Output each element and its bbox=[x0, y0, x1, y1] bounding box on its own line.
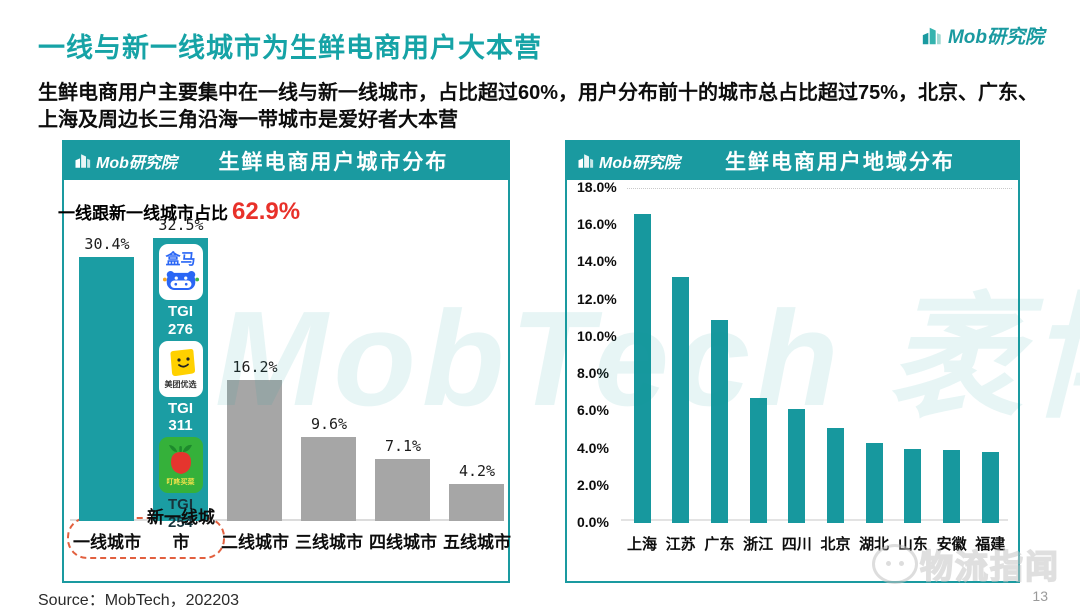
y-tick-label: 10.0% bbox=[577, 327, 617, 344]
x-label-江苏: 江苏 bbox=[665, 536, 696, 553]
x-label-山东: 山东 bbox=[897, 536, 928, 553]
x-axis-line bbox=[70, 519, 502, 521]
hema-tgi-badge: TGI 276 bbox=[167, 303, 194, 338]
x-label-湖北: 湖北 bbox=[859, 536, 890, 553]
page-subtitle: 生鲜电商用户主要集中在一线与新一线城市，占比超过60%，用户分布前十的城市总占比… bbox=[38, 82, 1039, 131]
chart-title-region: 生鲜电商用户地域分布 bbox=[724, 151, 955, 174]
bar-value-label: 7.1% bbox=[384, 437, 422, 456]
bar-value-label: 9.6% bbox=[310, 415, 348, 434]
brand-logo-small: Mob研究院 bbox=[577, 149, 680, 173]
top-apps-stack: 盒马 TGI 276 bbox=[158, 244, 204, 531]
x-label-安徽: 安徽 bbox=[936, 536, 967, 553]
bar-四川 bbox=[788, 409, 806, 523]
meituan-pouch-icon bbox=[169, 348, 195, 376]
tier1-highlight-ring bbox=[67, 517, 225, 559]
bar-value-label: 16.2% bbox=[232, 358, 278, 377]
building-icon bbox=[922, 27, 941, 44]
dingdong-radish-icon bbox=[168, 444, 192, 475]
dingdong-tgi-badge: TGI 254 bbox=[167, 496, 194, 531]
x-label-福建: 福建 bbox=[975, 536, 1006, 553]
panel-city-tier-chart: Mob研究院 生鲜电商用户城市分布 一线跟新一线城市占比 62.9% 30.4% … bbox=[58, 140, 511, 583]
bar-上海 bbox=[633, 214, 651, 523]
x-axis-line bbox=[621, 519, 1008, 521]
building-icon bbox=[75, 154, 91, 168]
hema-hippo-icon bbox=[162, 271, 199, 291]
y-tick-label: 12.0% bbox=[577, 290, 617, 307]
y-tick-label: 2.0% bbox=[577, 476, 609, 493]
brand-logo-top-right: Mob研究院 bbox=[921, 22, 1044, 49]
tier1-share-value: 62.9% bbox=[232, 198, 301, 225]
panel-header: Mob研究院 生鲜电商用户城市分布 bbox=[64, 142, 508, 180]
x-label-new-tier1: 新一线城市 bbox=[147, 508, 215, 552]
chart-title-city-tier: 生鲜电商用户城市分布 bbox=[218, 151, 449, 174]
hema-app-icon: 盒马 bbox=[158, 244, 203, 301]
x-label-tier5: 五线城市 bbox=[443, 533, 511, 552]
tier1-share-annotation: 一线跟新一线城市占比 62.9% bbox=[58, 198, 301, 225]
bar-浙江 bbox=[749, 398, 767, 523]
y-tick-label: 16.0% bbox=[577, 216, 617, 233]
bar-山东 bbox=[904, 448, 922, 523]
top-gridline bbox=[627, 188, 1012, 189]
x-label-上海: 上海 bbox=[626, 536, 657, 553]
y-tick-label: 14.0% bbox=[577, 253, 617, 270]
y-tick-label: 0.0% bbox=[577, 514, 609, 530]
meituan-youxuan-app-icon: 美团优选 bbox=[158, 340, 203, 397]
x-label-tier1: 一线城市 bbox=[73, 533, 141, 552]
bar-value-label: 30.4% bbox=[84, 234, 130, 253]
brand-text: Mob研究院 bbox=[947, 27, 1044, 48]
building-icon bbox=[578, 154, 594, 168]
bar-北京 bbox=[827, 428, 844, 523]
page-title: 一线与新一线城市为生鲜电商用户大本营 bbox=[38, 33, 542, 63]
y-tick-label: 6.0% bbox=[577, 402, 609, 419]
dingdong-maicai-app-icon: 叮咚买菜 bbox=[158, 437, 203, 494]
source-note: Source：MobTech，202203 bbox=[38, 592, 240, 609]
page-number: 13 bbox=[1032, 588, 1048, 604]
panel-region-chart: Mob研究院 生鲜电商用户地域分布 18.0% 16.0% 14.0% 12.0% 10… bbox=[565, 140, 1020, 583]
bar-安徽 bbox=[943, 450, 961, 523]
x-label-tier2: 二线城市 bbox=[221, 533, 289, 552]
brand-logo-small: Mob研究院 bbox=[74, 149, 177, 173]
bar-value-label: 32.5% bbox=[158, 216, 204, 235]
y-tick-label: 8.0% bbox=[577, 365, 609, 382]
x-label-广东: 广东 bbox=[704, 536, 735, 553]
x-label-浙江: 浙江 bbox=[743, 536, 774, 553]
x-label-tier3: 三线城市 bbox=[295, 533, 363, 552]
y-tick-label: 4.0% bbox=[577, 439, 609, 456]
meituan-tgi-badge: TGI 311 bbox=[168, 399, 193, 434]
x-label-四川: 四川 bbox=[781, 536, 812, 553]
bar-江苏 bbox=[672, 277, 690, 523]
x-label-北京: 北京 bbox=[820, 536, 851, 553]
region-bars-plot bbox=[627, 188, 1012, 523]
x-label-tier4: 四线城市 bbox=[369, 533, 437, 552]
bar-湖北 bbox=[865, 442, 883, 523]
panel-header: Mob研究院 生鲜电商用户地域分布 bbox=[567, 142, 1018, 180]
bar-广东 bbox=[710, 320, 728, 523]
y-tick-label: 18.0% bbox=[577, 179, 617, 195]
bar-value-label: 4.2% bbox=[458, 462, 496, 481]
bar-福建 bbox=[981, 452, 999, 523]
